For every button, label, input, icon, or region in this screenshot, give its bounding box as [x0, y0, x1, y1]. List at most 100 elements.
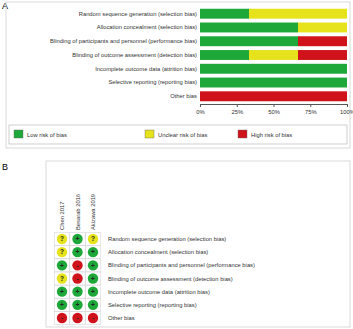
y-tick: Allocation concealment (selection bias) [97, 24, 197, 30]
judgement-circle [72, 234, 82, 244]
grid-cell [70, 259, 86, 272]
grid-cell [54, 285, 70, 298]
study-label: Besarab 2016 [75, 194, 81, 230]
judgement-symbol: ? [60, 235, 64, 242]
judgement-circle [57, 247, 67, 257]
bar-segment [249, 50, 298, 60]
judgement-circle [72, 247, 82, 257]
bar-segment [200, 78, 347, 88]
grid-cell [54, 272, 70, 285]
judgement-symbol: - [76, 262, 78, 269]
judgement-symbol: + [91, 288, 95, 295]
category-label: Other bias [170, 93, 197, 99]
bar-segment [347, 64, 348, 74]
category-label: Blinding of participants and personnel (… [50, 38, 197, 44]
panel-frame [6, 2, 350, 148]
bar-segment [347, 78, 348, 88]
legend-swatch [238, 130, 247, 138]
x-tick-mark [237, 104, 238, 107]
grid-cell [85, 259, 101, 272]
panel-label: B [2, 162, 8, 172]
grid-cell [54, 311, 70, 324]
judgement-circle [88, 247, 98, 257]
judgement-circle [57, 260, 67, 270]
category-label: Selective reporting (reporting bias) [108, 79, 197, 85]
grid-cell [54, 246, 70, 259]
judgement-circle [57, 234, 67, 244]
bar-segment [298, 23, 347, 33]
bar-segment [347, 9, 348, 19]
judgement-symbol: + [76, 235, 80, 242]
legend-label: High risk of bias [251, 132, 292, 138]
judgement-symbol: + [91, 301, 95, 308]
judgement-circle [88, 260, 98, 270]
judgement-symbol: ? [60, 275, 64, 282]
judgement-symbol: + [60, 301, 64, 308]
legend-frame [9, 125, 347, 144]
judgement-circle [72, 313, 82, 323]
domain-label: Other bias [108, 315, 135, 321]
category-label: Allocation concealment (selection bias) [97, 24, 197, 30]
domain-label: Allocation concealment (selection bias) [108, 249, 208, 255]
judgements: ?+??+++-+?-+++++++--- [57, 234, 98, 323]
bar-segment [347, 78, 348, 88]
grid-cell [70, 246, 86, 259]
legend: Low risk of bias Unclear risk of bias High… [9, 125, 347, 144]
bar-segment [200, 9, 249, 19]
grid-cell [70, 272, 86, 285]
grid-cell [85, 298, 101, 311]
judgement-symbol: ? [91, 235, 95, 242]
y-axis: Random sequence generation (selection bi… [50, 11, 197, 100]
legend-label: Unclear risk of bias [158, 132, 207, 138]
study-label: Akizawa 2019 [90, 194, 96, 230]
bar-segment [249, 9, 347, 19]
judgement-circle [72, 260, 82, 270]
judgement-circle [57, 273, 67, 283]
x-tick-mark [274, 104, 275, 107]
bar-segment [200, 36, 298, 46]
judgement-symbol: - [76, 275, 78, 282]
grid-cell [85, 246, 101, 259]
judgement-circle [72, 286, 82, 296]
judgement-circle [72, 273, 82, 283]
x-tick-mark [347, 104, 348, 107]
judgement-circle [57, 300, 67, 310]
legend-swatch [14, 130, 23, 138]
grid-cell [85, 272, 101, 285]
judgement-symbol: - [76, 314, 78, 321]
judgement-symbol: ? [60, 248, 64, 255]
y-tick: Incomplete outcome data (attrition bias) [95, 66, 197, 72]
domain-label: Blinding of participants and personnel (… [108, 262, 255, 268]
judgement-circle [57, 313, 67, 323]
judgement-symbol: - [92, 314, 94, 321]
bars [200, 9, 347, 101]
judgement-symbol: + [76, 301, 80, 308]
legend-label: Low risk of bias [27, 132, 67, 138]
study-label: Chen 2017 [59, 202, 65, 230]
judgement-symbol: + [76, 288, 80, 295]
bar-segment [200, 91, 347, 101]
x-axis: 0%25%50%75%100% [196, 104, 353, 115]
domain-label: Random sequence generation (selection bi… [108, 236, 226, 242]
judgement-symbol: + [91, 248, 95, 255]
x-tick: 75% [305, 104, 317, 115]
bar-segment [298, 50, 347, 60]
y-tick: Other bias [170, 93, 197, 99]
y-tick: Blinding of participants and personnel (… [50, 38, 197, 44]
y-tick: Random sequence generation (selection bi… [79, 11, 197, 17]
x-tick-label: 25% [231, 109, 243, 115]
grid-cell [54, 232, 70, 245]
judgement-circle [57, 286, 67, 296]
bar-segment [200, 64, 347, 74]
grid-cell [54, 259, 70, 272]
grid-cell [70, 285, 86, 298]
x-tick: 0% [196, 104, 204, 115]
grid-cell [85, 232, 101, 245]
judgement-symbol: + [91, 275, 95, 282]
judgement-symbol: + [60, 288, 64, 295]
category-label: Incomplete outcome data (attrition bias) [95, 66, 197, 72]
x-tick-label: 75% [305, 109, 317, 115]
grid-cell [70, 298, 86, 311]
judgement-symbol: + [91, 262, 95, 269]
x-tick-label: 50% [268, 109, 280, 115]
